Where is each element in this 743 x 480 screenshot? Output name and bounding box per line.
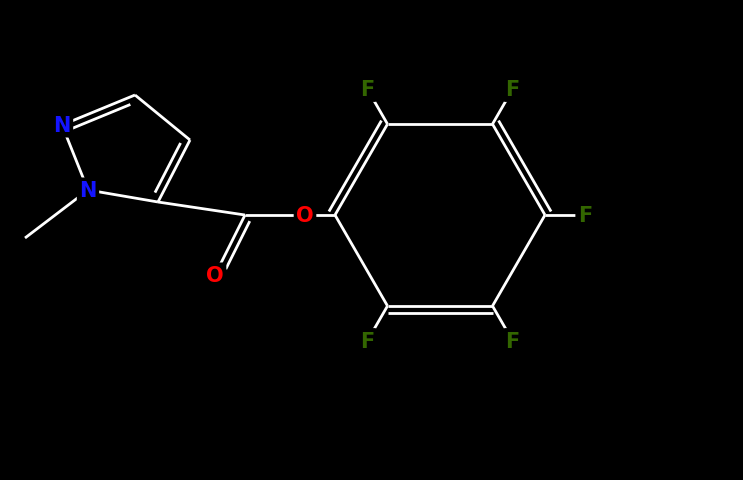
Text: F: F — [505, 331, 519, 351]
Text: O: O — [296, 205, 314, 226]
Text: F: F — [360, 331, 374, 351]
Text: F: F — [578, 205, 592, 226]
Text: N: N — [80, 180, 97, 201]
Text: N: N — [53, 116, 71, 136]
Text: F: F — [505, 80, 519, 100]
Text: F: F — [360, 80, 374, 100]
Text: O: O — [207, 265, 224, 286]
